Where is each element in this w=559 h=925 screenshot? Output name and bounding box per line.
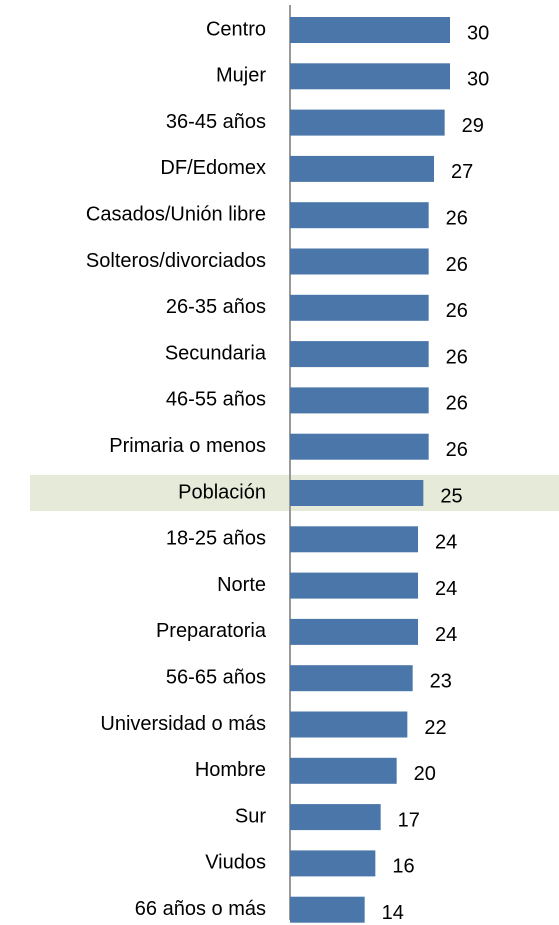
- bar: [290, 896, 365, 923]
- value-label: 23: [430, 670, 452, 692]
- category-label: Viudos: [205, 852, 266, 874]
- bar: [290, 17, 450, 43]
- bar: [290, 63, 450, 90]
- value-label: 26: [446, 254, 468, 276]
- value-label: 26: [446, 439, 468, 461]
- bar: [290, 526, 418, 553]
- category-label: 46-55 años: [166, 389, 266, 411]
- category-label: 36-45 años: [166, 111, 266, 133]
- value-label: 26: [446, 393, 468, 415]
- bar: [290, 804, 381, 831]
- category-label: Mujer: [216, 65, 266, 87]
- bar: [290, 248, 429, 275]
- category-label: Hombre: [195, 759, 266, 781]
- category-label: Universidad o más: [100, 713, 266, 735]
- category-label: 56-65 años: [166, 666, 266, 688]
- bar: [290, 341, 429, 368]
- bar: [290, 155, 434, 182]
- category-label: Norte: [217, 574, 266, 596]
- value-label: 17: [398, 809, 420, 831]
- category-label: Población: [178, 481, 266, 503]
- value-label: 20: [414, 763, 436, 785]
- value-label: 24: [435, 532, 457, 554]
- bar: [290, 850, 376, 877]
- value-label: 29: [462, 115, 484, 137]
- category-label: Solteros/divorciados: [86, 250, 266, 272]
- category-label: Primaria o menos: [109, 435, 266, 457]
- category-label: 18-25 años: [166, 528, 266, 550]
- value-label: 26: [446, 346, 468, 368]
- value-label: 26: [446, 300, 468, 322]
- category-label: 26-35 años: [166, 296, 266, 318]
- value-label: 24: [435, 578, 457, 600]
- bar: [290, 757, 397, 784]
- value-label: 30: [467, 22, 489, 44]
- category-label: 66 años o más: [135, 898, 266, 920]
- value-label: 30: [467, 69, 489, 91]
- category-label: DF/Edomex: [160, 157, 266, 179]
- bar: [290, 109, 445, 136]
- value-label: 26: [446, 207, 468, 229]
- bar: [290, 572, 418, 599]
- value-label: 16: [392, 856, 414, 878]
- bar: [290, 294, 429, 321]
- category-label: Sur: [235, 805, 266, 827]
- bar: [290, 665, 413, 692]
- value-label: 27: [451, 161, 473, 183]
- category-label: Casados/Unión libre: [86, 203, 266, 225]
- category-label: Secundaria: [165, 342, 267, 364]
- value-label: 22: [424, 717, 446, 739]
- bar: [290, 480, 424, 506]
- bar: [290, 433, 429, 460]
- value-label: 25: [440, 485, 462, 507]
- bar: [290, 711, 408, 738]
- category-label: Preparatoria: [156, 620, 267, 642]
- value-label: 14: [382, 902, 404, 924]
- bar: [290, 618, 418, 645]
- value-label: 24: [435, 624, 457, 646]
- bar: [290, 202, 429, 229]
- category-label: Centro: [206, 18, 266, 40]
- bar: [290, 387, 429, 414]
